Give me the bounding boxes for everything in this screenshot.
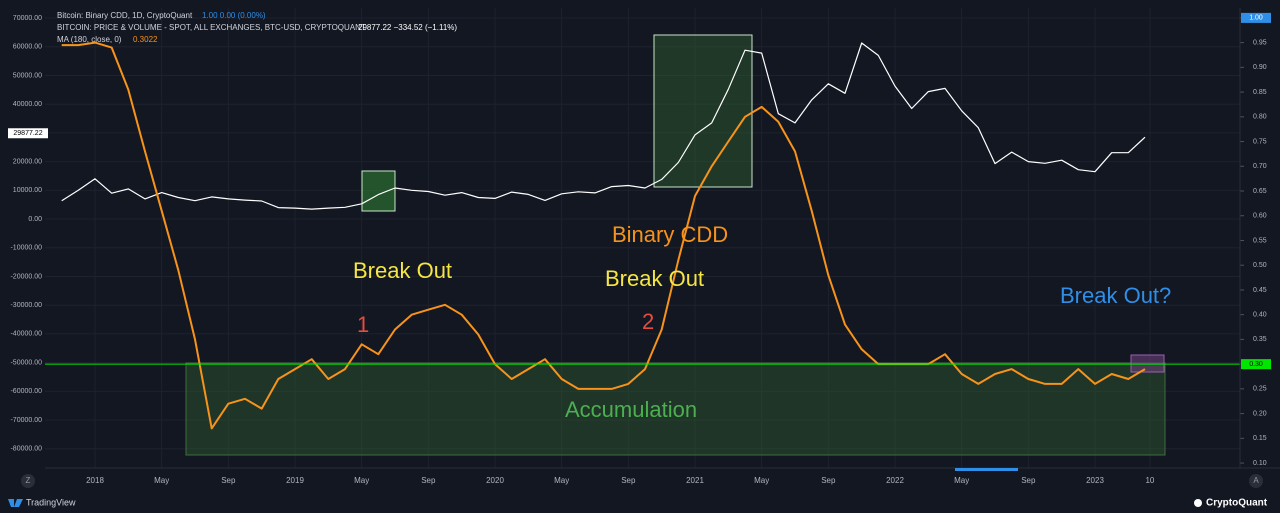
x-tick-label: May xyxy=(154,476,169,485)
x-tick-label: 2020 xyxy=(486,476,504,485)
x-tick-label: 2022 xyxy=(886,476,904,485)
brand-left: TradingView xyxy=(26,497,76,507)
x-tick-label: 2023 xyxy=(1086,476,1104,485)
y2-tick-label: 0.95 xyxy=(1253,39,1267,46)
axes: 70000.0060000.0050000.0040000.0030000.00… xyxy=(8,12,1271,485)
annotation: Break Out? xyxy=(1060,283,1171,308)
x-tick-label: Sep xyxy=(821,476,836,485)
grid xyxy=(45,8,1240,468)
y-tick-label: -60000.00 xyxy=(10,388,42,395)
zoom-button[interactable] xyxy=(21,474,35,488)
x-tick-label: Sep xyxy=(221,476,236,485)
breakout-box-3 xyxy=(1130,354,1165,373)
x-tick-label: Sep xyxy=(1021,476,1036,485)
y2-tick-label: 0.80 xyxy=(1253,114,1267,121)
y-tick-label: 20000.00 xyxy=(13,158,42,165)
x-tick-label: Sep xyxy=(421,476,436,485)
y2-tick-label: 0.70 xyxy=(1253,163,1267,170)
y2-tick-label: 0.10 xyxy=(1253,460,1267,467)
level-marker xyxy=(1241,359,1271,370)
series-line xyxy=(61,42,1146,210)
annotation: Break Out xyxy=(605,266,704,291)
y-tick-label: -70000.00 xyxy=(10,417,42,424)
legend-series-value: 0.3022 xyxy=(133,35,158,44)
y2-tick-label: 0.15 xyxy=(1253,435,1267,442)
breakout-box-1 xyxy=(361,170,396,212)
x-tick-label: 10 xyxy=(1145,476,1154,485)
cdd-marker xyxy=(1241,12,1271,23)
y-tick-label: 10000.00 xyxy=(13,187,42,194)
zoom-button-label[interactable]: Z xyxy=(26,476,31,485)
y-tick-label: -10000.00 xyxy=(10,245,42,252)
legend-title: Bitcoin: Binary CDD, 1D, CryptoQuant xyxy=(57,11,193,20)
breakout-box-2 xyxy=(653,34,753,188)
x-tick-label: Sep xyxy=(621,476,636,485)
cdd-marker-label: 1.00 xyxy=(1249,15,1263,22)
y2-tick-label: 0.60 xyxy=(1253,213,1267,220)
scroll-indicator xyxy=(955,468,1018,471)
price-marker-label: 29877.22 xyxy=(13,130,42,137)
legend-title-value: 1.00 0.00 (0.00%) xyxy=(202,11,266,20)
annotation: Binary CDD xyxy=(612,222,728,247)
y2-tick-label: 0.20 xyxy=(1253,410,1267,417)
y-tick-label: -30000.00 xyxy=(10,302,42,309)
annotation: Accumulation xyxy=(565,397,697,422)
y-tick-label: -20000.00 xyxy=(10,273,42,280)
legend-series: BITCOIN: PRICE & VOLUME - SPOT, ALL EXCH… xyxy=(57,23,366,32)
y-tick-label: 60000.00 xyxy=(13,44,42,51)
y2-tick-label: 0.40 xyxy=(1253,312,1267,319)
series-layer xyxy=(45,41,1240,430)
tradingview-logo xyxy=(8,499,23,507)
y-tick-label: 50000.00 xyxy=(13,72,42,79)
x-tick-label: 2018 xyxy=(86,476,104,485)
legend-series: MA (180, close, 0) xyxy=(57,35,122,44)
y2-tick-label: 0.55 xyxy=(1253,237,1267,244)
y-tick-label: -40000.00 xyxy=(10,331,42,338)
y2-tick-label: 0.85 xyxy=(1253,89,1267,96)
x-tick-label: May xyxy=(354,476,369,485)
level-marker-label: 0.30 xyxy=(1249,361,1263,368)
y2-tick-label: 0.65 xyxy=(1253,188,1267,195)
y-tick-label: 40000.00 xyxy=(13,101,42,108)
brand-right: CryptoQuant xyxy=(1206,498,1268,509)
y2-tick-label: 0.45 xyxy=(1253,287,1267,294)
x-tick-label: 2019 xyxy=(286,476,304,485)
auto-button[interactable] xyxy=(1249,474,1263,488)
annotation: Break Out xyxy=(353,258,452,283)
annotation: 1 xyxy=(357,312,369,337)
y-tick-label: -50000.00 xyxy=(10,359,42,366)
legend-series-value: 29877.22 −334.52 (−1.11%) xyxy=(358,23,457,32)
price-marker xyxy=(8,128,48,139)
y2-tick-label: 0.50 xyxy=(1253,262,1267,269)
x-tick-label: May xyxy=(554,476,569,485)
x-tick-label: May xyxy=(954,476,969,485)
y-tick-label: 0.00 xyxy=(28,216,42,223)
annotation: 2 xyxy=(642,309,654,334)
cryptoquant-logo xyxy=(1194,499,1202,507)
auto-button-label[interactable]: A xyxy=(1253,476,1259,485)
y-tick-label: -80000.00 xyxy=(10,446,42,453)
x-tick-label: 2021 xyxy=(686,476,704,485)
y2-tick-label: 0.25 xyxy=(1253,386,1267,393)
y-tick-label: 70000.00 xyxy=(13,15,42,22)
y2-tick-label: 0.35 xyxy=(1253,336,1267,343)
series-line xyxy=(61,41,1146,430)
x-tick-label: May xyxy=(754,476,769,485)
y2-tick-label: 0.90 xyxy=(1253,64,1267,71)
y2-tick-label: 0.75 xyxy=(1253,138,1267,145)
accumulation-box xyxy=(185,362,1166,456)
